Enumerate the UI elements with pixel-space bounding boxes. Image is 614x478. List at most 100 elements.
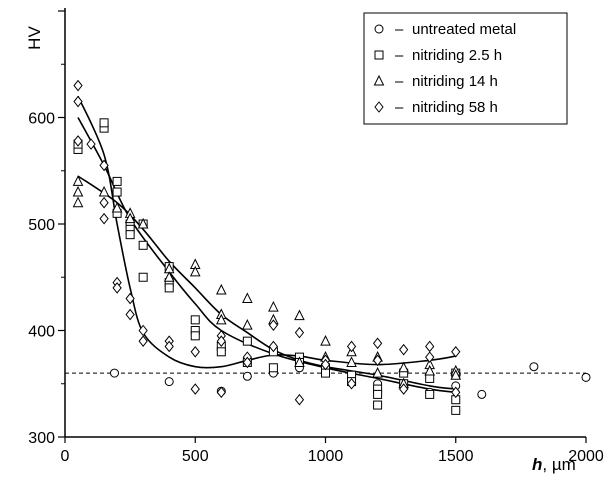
point-circle	[477, 389, 487, 399]
point-triangle	[294, 356, 305, 367]
data-markers	[72, 79, 591, 415]
x-tick-label: 1000	[308, 448, 344, 465]
point-diamond	[164, 340, 174, 353]
legend-box	[363, 12, 568, 125]
point-diamond	[73, 79, 83, 92]
fit-curve-diamond	[77, 95, 456, 369]
point-circle	[242, 371, 252, 381]
point-triangle	[137, 217, 149, 229]
point-triangle	[189, 265, 201, 277]
point-triangle	[450, 369, 462, 380]
legend-dash: –	[395, 73, 404, 90]
y-tick-label: 600	[28, 111, 55, 128]
point-triangle	[215, 313, 227, 325]
point-diamond	[125, 292, 135, 305]
point-square	[125, 230, 135, 240]
y-axis-label: HV	[25, 26, 44, 50]
point-diamond	[242, 356, 252, 369]
point-square	[451, 405, 461, 415]
point-triangle	[424, 364, 436, 376]
y-tick-label: 300	[28, 430, 55, 447]
point-triangle	[163, 271, 175, 282]
x-axis-label-unit: , µm	[542, 455, 575, 474]
point-diamond	[190, 383, 200, 395]
point-circle	[581, 372, 591, 382]
point-diamond	[268, 340, 279, 353]
point-triangle	[111, 201, 123, 213]
point-diamond	[294, 393, 305, 406]
legend-label: untreated metal	[412, 21, 516, 38]
point-triangle	[372, 366, 383, 378]
legend-label: nitriding 58 h	[412, 99, 498, 116]
point-diamond	[372, 337, 383, 350]
point-diamond	[73, 95, 83, 108]
legend-marker-diamond	[374, 101, 384, 113]
point-diamond	[451, 345, 461, 358]
x-axis-label: h, µm	[532, 455, 576, 474]
point-diamond	[346, 377, 357, 390]
y-tick-label: 400	[28, 324, 55, 341]
fit-curves	[77, 95, 456, 394]
x-tick-label: 0	[61, 448, 70, 465]
point-circle	[164, 377, 174, 387]
fit-curve-square	[77, 117, 456, 394]
point-square	[268, 363, 278, 373]
legend-label: nitriding 14 h	[412, 73, 498, 90]
point-square	[190, 315, 200, 325]
point-circle	[109, 368, 119, 378]
legend-marker-triangle	[373, 74, 385, 86]
legend-marker-square	[374, 50, 384, 60]
point-diamond	[399, 383, 409, 395]
point-diamond	[99, 212, 109, 225]
point-diamond	[268, 319, 279, 331]
point-diamond	[451, 386, 461, 399]
x-tick-label: 2000	[568, 448, 604, 465]
point-triangle	[124, 212, 136, 224]
point-square	[138, 240, 148, 250]
legend: – untreated metal– nitriding 2.5 h– nitridi…	[363, 12, 568, 125]
point-triangle	[215, 283, 227, 295]
point-diamond	[99, 196, 109, 209]
point-triangle	[346, 356, 357, 367]
point-triangle	[72, 185, 84, 197]
point-square	[216, 347, 226, 357]
y-tick-label: 500	[28, 217, 55, 234]
axes	[58, 8, 587, 443]
point-diamond	[216, 335, 226, 347]
point-square	[425, 373, 435, 383]
point-diamond	[125, 308, 135, 321]
point-triangle	[320, 335, 331, 346]
point-diamond	[190, 345, 200, 358]
x-tick-label: 1500	[438, 448, 474, 465]
point-diamond	[99, 159, 109, 172]
legend-dash: –	[395, 47, 404, 64]
point-diamond	[73, 135, 83, 147]
point-diamond	[320, 358, 331, 371]
point-triangle	[242, 292, 253, 304]
point-triangle	[398, 361, 409, 373]
point-diamond	[372, 354, 383, 367]
legend-marker-circle	[374, 24, 384, 34]
point-square	[138, 272, 148, 282]
point-circle	[529, 362, 539, 372]
point-square	[190, 331, 200, 341]
point-triangle	[242, 319, 253, 330]
point-triangle	[72, 175, 84, 186]
point-diamond	[346, 340, 357, 353]
point-diamond	[112, 282, 122, 294]
fit-curve-triangle	[77, 175, 456, 390]
point-triangle	[98, 185, 110, 197]
point-diamond	[86, 138, 96, 150]
point-triangle	[268, 300, 279, 312]
point-triangle	[72, 196, 84, 208]
point-square	[373, 389, 383, 399]
point-diamond	[425, 351, 435, 363]
legend-dash: –	[395, 99, 404, 116]
point-square	[99, 118, 109, 128]
legend-dash: –	[395, 21, 404, 38]
point-square	[373, 400, 383, 410]
point-square	[164, 283, 174, 293]
point-square	[112, 176, 122, 186]
point-diamond	[399, 343, 409, 356]
